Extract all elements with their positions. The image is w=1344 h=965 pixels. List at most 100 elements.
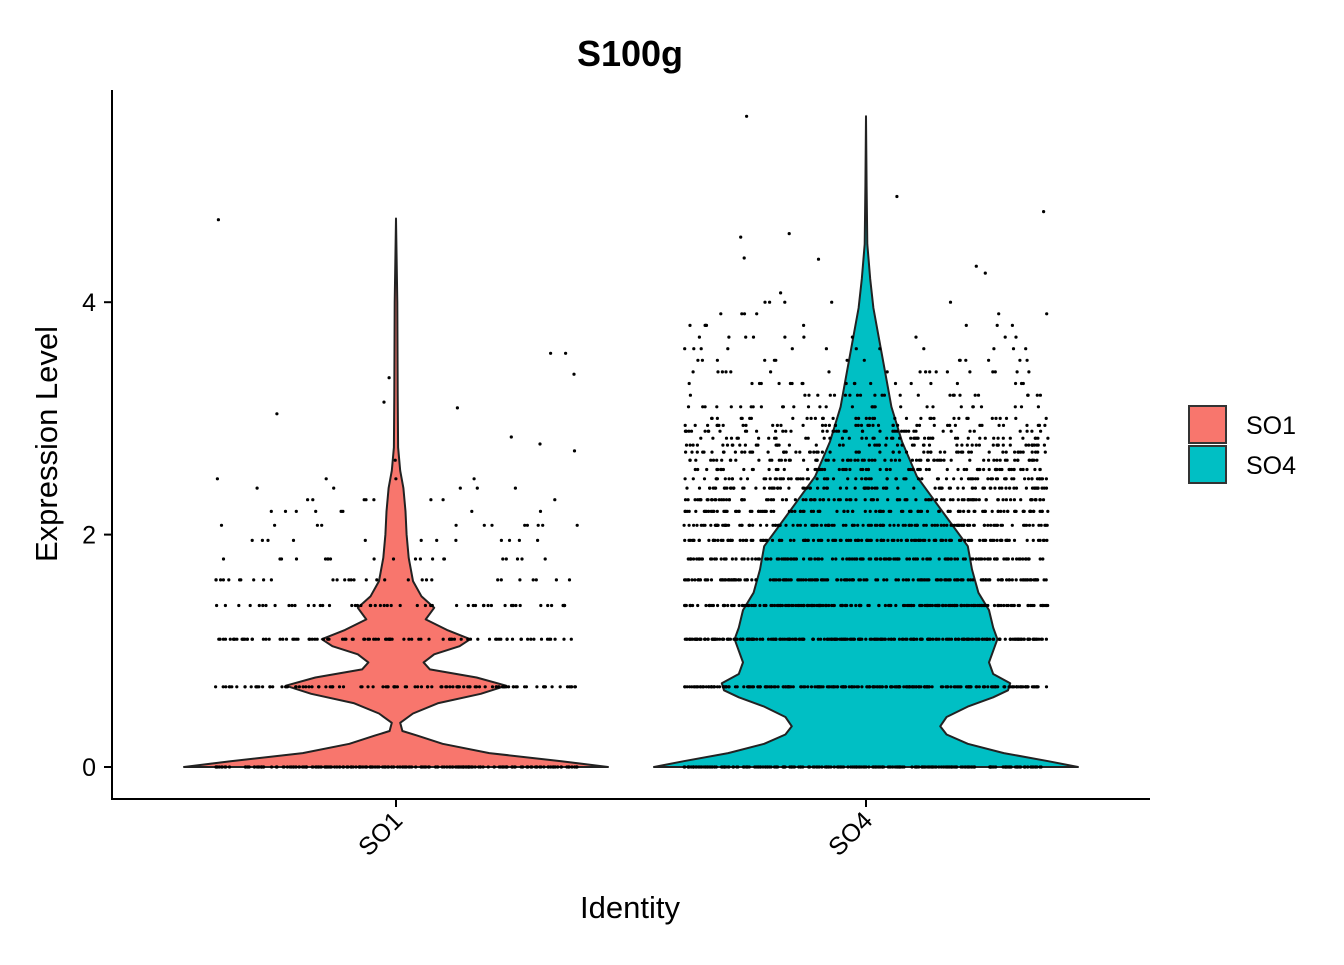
data-point	[1035, 443, 1039, 447]
data-point	[860, 436, 864, 440]
data-point	[909, 436, 913, 440]
data-point	[988, 578, 992, 582]
data-point	[971, 498, 975, 502]
data-point	[858, 637, 862, 641]
data-point	[846, 765, 850, 769]
data-point	[720, 458, 724, 462]
data-point	[850, 523, 855, 527]
data-point	[510, 765, 514, 769]
data-point	[911, 578, 915, 582]
data-point	[950, 765, 954, 769]
data-point	[968, 370, 972, 374]
data-point	[866, 486, 871, 490]
data-point	[729, 458, 733, 462]
data-point	[1035, 486, 1039, 490]
data-point	[1043, 423, 1047, 427]
data-point	[831, 538, 835, 543]
data-point	[310, 685, 314, 689]
data-point	[497, 637, 501, 641]
data-point	[1038, 765, 1042, 769]
data-point	[756, 765, 760, 769]
data-point	[891, 450, 895, 454]
data-point	[863, 765, 867, 769]
data-point	[688, 557, 692, 561]
data-point	[323, 557, 328, 561]
data-point	[768, 458, 772, 462]
data-point	[1041, 498, 1046, 502]
data-point	[804, 578, 808, 582]
data-point	[1037, 523, 1041, 527]
data-point	[813, 416, 818, 420]
data-point	[1013, 450, 1017, 454]
data-point	[486, 603, 490, 608]
data-point	[693, 498, 697, 502]
data-point	[688, 393, 693, 397]
data-point	[1009, 685, 1013, 689]
data-point	[721, 467, 726, 472]
data-point	[759, 405, 764, 409]
data-point	[790, 637, 795, 641]
data-point	[955, 557, 960, 561]
data-point	[989, 486, 993, 490]
data-point	[266, 538, 270, 543]
data-point	[317, 685, 321, 689]
data-point	[816, 557, 820, 561]
data-point	[758, 685, 762, 689]
data-point	[1019, 405, 1024, 409]
data-point	[924, 370, 928, 374]
data-point	[938, 450, 942, 454]
data-point	[255, 685, 260, 689]
data-point	[852, 381, 857, 386]
data-point	[814, 458, 818, 462]
legend-label-so1: SO1	[1246, 412, 1296, 440]
data-point	[942, 458, 946, 462]
data-point	[382, 603, 386, 608]
data-point	[1036, 578, 1040, 582]
data-point	[956, 467, 960, 472]
data-point	[742, 312, 747, 316]
data-point	[907, 557, 912, 561]
data-point	[871, 498, 876, 502]
data-point	[292, 765, 296, 769]
data-point	[965, 443, 969, 447]
data-point	[824, 423, 828, 427]
data-point	[886, 765, 890, 769]
data-point	[974, 557, 978, 561]
data-point	[1008, 637, 1013, 641]
data-point	[915, 637, 919, 641]
data-point	[987, 450, 991, 454]
data-point	[719, 312, 723, 316]
data-point	[777, 557, 781, 561]
data-point	[948, 603, 952, 608]
data-point	[402, 637, 406, 641]
data-point	[900, 637, 904, 641]
data-point	[754, 578, 758, 582]
data-point	[851, 685, 855, 689]
data-point	[842, 467, 846, 472]
data-point	[1023, 477, 1027, 481]
data-point	[884, 443, 888, 447]
data-point	[710, 557, 714, 561]
data-point	[1000, 467, 1004, 472]
data-point	[939, 578, 943, 582]
data-point	[1010, 578, 1014, 582]
data-point	[1007, 467, 1011, 472]
data-point	[999, 538, 1003, 543]
data-point	[690, 637, 695, 641]
data-point	[710, 416, 714, 420]
data-point	[820, 557, 824, 561]
data-point	[930, 685, 934, 689]
data-point	[1008, 486, 1012, 490]
data-point	[297, 765, 301, 769]
data-point	[973, 603, 977, 608]
data-point	[805, 416, 809, 420]
data-point	[385, 603, 389, 608]
data-point	[887, 603, 891, 608]
data-point	[986, 523, 990, 527]
data-point	[836, 765, 840, 769]
data-point	[398, 603, 402, 608]
data-point	[839, 578, 843, 582]
data-point	[1026, 557, 1030, 561]
data-point	[553, 765, 557, 769]
data-point	[978, 557, 983, 561]
